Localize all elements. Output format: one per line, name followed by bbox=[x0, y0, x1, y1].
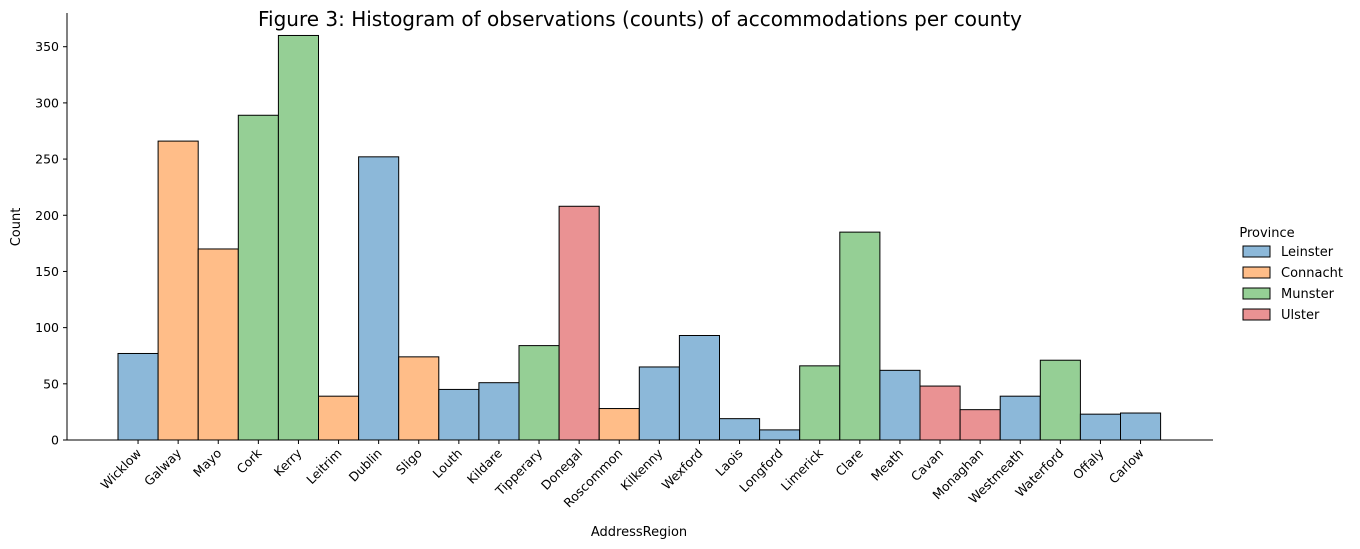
x-tick-label: Offaly bbox=[1070, 445, 1107, 482]
y-tick-label: 50 bbox=[43, 376, 59, 391]
x-tick-label: Wicklow bbox=[97, 446, 144, 493]
x-tick-label: Leitrim bbox=[303, 446, 344, 487]
bar-leitrim bbox=[318, 395, 360, 441]
bar-sligo bbox=[398, 356, 440, 441]
legend-label-connacht: Connacht bbox=[1281, 266, 1343, 281]
x-tick-label: Carlow bbox=[1106, 446, 1147, 487]
bar-roscommon bbox=[598, 408, 640, 441]
bar-waterford bbox=[1039, 359, 1081, 441]
y-tick-label: 150 bbox=[35, 264, 59, 279]
x-tick-label: Cavan bbox=[908, 446, 946, 484]
bar-clare bbox=[839, 231, 881, 441]
bar-meath bbox=[879, 369, 921, 441]
legend-swatch-connacht bbox=[1242, 266, 1271, 279]
x-tick-label: Limerick bbox=[778, 445, 827, 494]
bar-carlow bbox=[1120, 412, 1162, 441]
x-tick-label: Sligo bbox=[393, 446, 425, 478]
y-axis-label: Count bbox=[9, 208, 24, 247]
x-tick-label: Dublin bbox=[346, 446, 385, 485]
y-tick-label: 0 bbox=[51, 433, 59, 448]
bars-group bbox=[117, 34, 1162, 441]
y-tick-label: 300 bbox=[35, 95, 59, 110]
bar-westmeath bbox=[999, 395, 1041, 441]
bar-tipperary bbox=[518, 345, 560, 441]
bar-offaly bbox=[1079, 413, 1122, 441]
y-tick-label: 250 bbox=[35, 152, 59, 167]
bar-donegal bbox=[558, 205, 600, 441]
bar-cork bbox=[237, 114, 279, 441]
x-tick-label: Wexford bbox=[659, 446, 706, 493]
y-tick-label: 350 bbox=[35, 39, 59, 54]
bar-limerick bbox=[799, 365, 841, 441]
legend-label-munster: Munster bbox=[1281, 287, 1335, 302]
bar-monaghan bbox=[959, 409, 1001, 441]
legend-swatch-leinster bbox=[1242, 245, 1271, 258]
bar-longford bbox=[759, 429, 801, 441]
x-axis-label: AddressRegion bbox=[591, 525, 687, 540]
y-tick-label: 200 bbox=[35, 208, 59, 223]
x-tick-label: Cork bbox=[234, 445, 265, 476]
legend: Province Leinster Connacht Munster Ulster bbox=[1239, 226, 1343, 323]
bar-kerry bbox=[277, 34, 319, 441]
x-tick-label: Mayo bbox=[190, 446, 224, 480]
legend-label-ulster: Ulster bbox=[1281, 308, 1320, 323]
x-tick-label: Kerry bbox=[271, 445, 305, 479]
bar-wexford bbox=[678, 335, 721, 441]
bar-dublin bbox=[358, 156, 400, 441]
legend-swatch-munster bbox=[1242, 287, 1271, 300]
bar-galway bbox=[157, 140, 199, 441]
bar-laois bbox=[719, 418, 761, 441]
bar-louth bbox=[438, 388, 480, 441]
x-tick-label: Galway bbox=[141, 445, 185, 489]
chart-title: Figure 3: Histogram of observations (cou… bbox=[258, 7, 1022, 31]
x-tick-label: Meath bbox=[868, 446, 906, 484]
x-tick-label: Clare bbox=[832, 445, 866, 479]
legend-swatch-ulster bbox=[1242, 308, 1271, 321]
bar-wicklow bbox=[117, 352, 159, 441]
legend-title: Province bbox=[1239, 226, 1294, 241]
x-tick-label: Laois bbox=[712, 446, 745, 479]
x-tick-label: Louth bbox=[430, 446, 465, 481]
bar-mayo bbox=[197, 248, 239, 441]
x-tick-label: Longford bbox=[736, 446, 786, 496]
bar-kilkenny bbox=[638, 366, 680, 441]
legend-label-leinster: Leinster bbox=[1281, 245, 1334, 260]
x-tick-label: Kilkenny bbox=[617, 445, 665, 493]
y-tick-label: 100 bbox=[35, 320, 59, 335]
bar-cavan bbox=[919, 385, 961, 441]
bar-kildare bbox=[478, 382, 520, 441]
